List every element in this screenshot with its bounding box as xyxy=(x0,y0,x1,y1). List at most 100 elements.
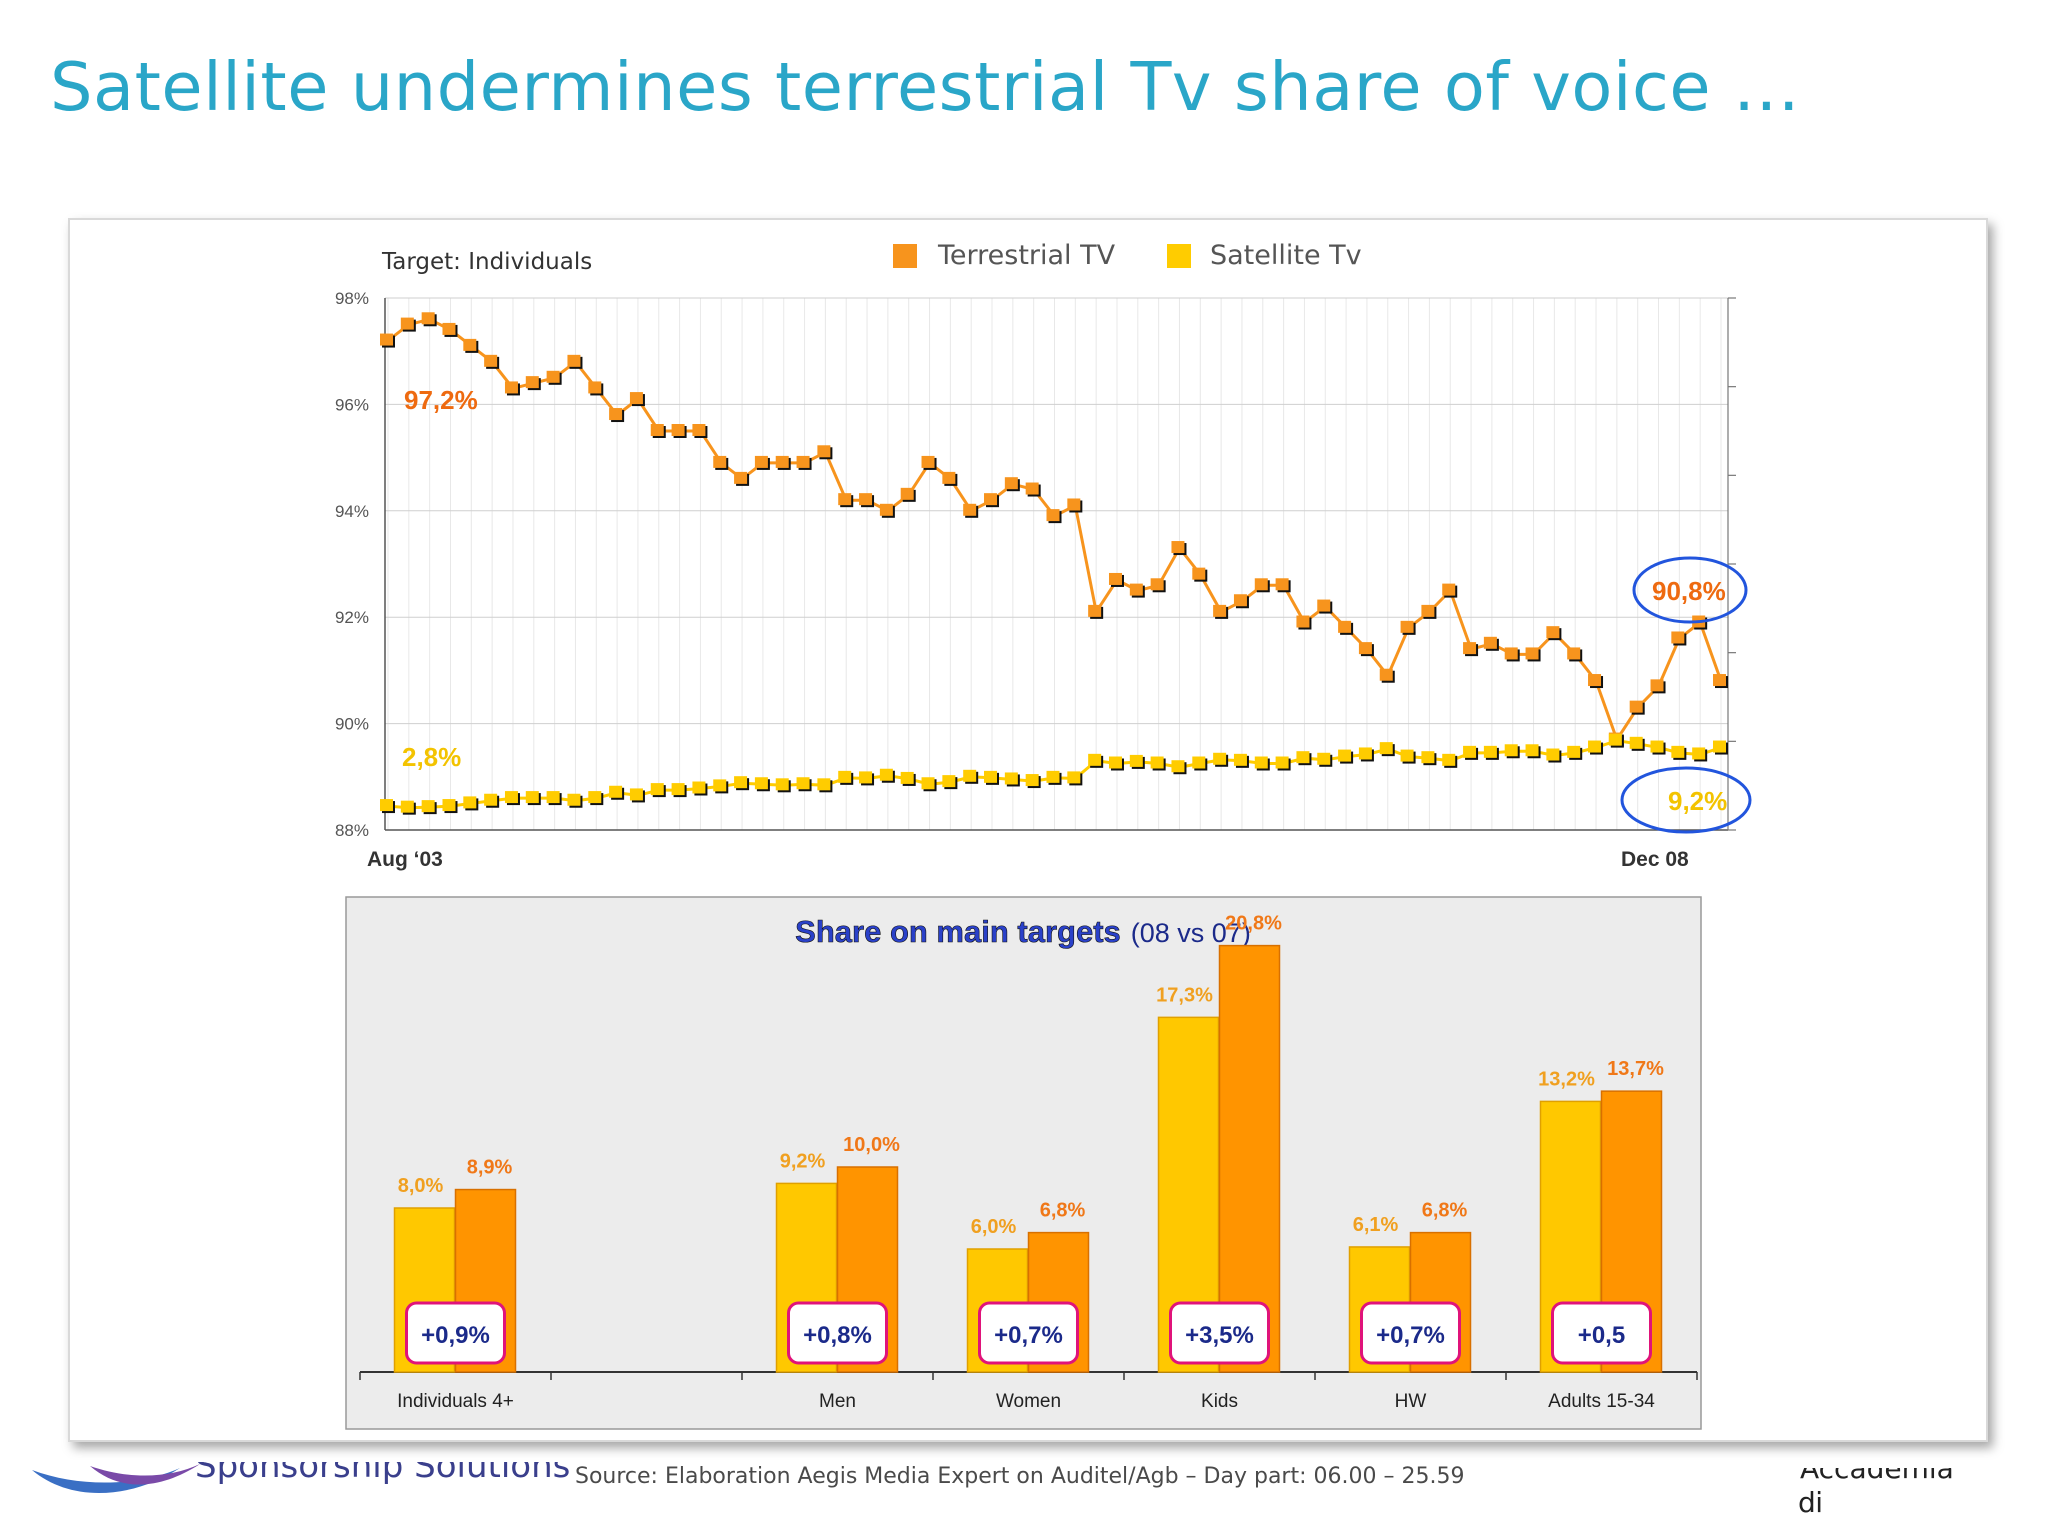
data-point xyxy=(1463,745,1477,758)
y-tick-label: 92% xyxy=(335,608,369,627)
data-point xyxy=(609,785,623,798)
data-point xyxy=(817,778,831,791)
data-point xyxy=(775,455,789,468)
satellite-end-label: 9,2% xyxy=(1668,786,1727,816)
data-point xyxy=(1400,620,1414,633)
bar-value-label-2007: 9,2% xyxy=(780,1150,826,1172)
legend-swatch-satellite xyxy=(1167,244,1191,268)
data-point xyxy=(1671,631,1685,644)
data-point xyxy=(1567,745,1581,758)
data-point xyxy=(1088,753,1102,766)
slide-title: Satellite undermines terrestrial Tv shar… xyxy=(50,48,1801,126)
data-point xyxy=(1546,748,1560,761)
data-point xyxy=(1150,756,1164,769)
x-start-label: Aug ‘03 xyxy=(367,848,443,871)
data-point xyxy=(1108,756,1122,769)
data-point xyxy=(754,455,768,468)
bar-category-label: Men xyxy=(819,1391,856,1412)
data-point xyxy=(734,471,748,484)
data-point xyxy=(1108,572,1122,585)
data-point xyxy=(380,799,393,812)
data-point xyxy=(1421,604,1435,617)
data-point xyxy=(567,793,581,806)
bar-value-label-2007: 17,3% xyxy=(1156,984,1213,1006)
data-point xyxy=(796,455,810,468)
bar-value-label-2008: 13,7% xyxy=(1607,1058,1664,1080)
satellite-start-label: 2,8% xyxy=(402,742,461,772)
bar-2008 xyxy=(1218,944,1281,1373)
data-point xyxy=(1504,647,1518,660)
data-point xyxy=(1379,742,1393,755)
data-point xyxy=(1088,604,1102,617)
data-point xyxy=(942,471,956,484)
bar-value-label-2008: 20,8% xyxy=(1225,913,1282,935)
data-point xyxy=(380,333,393,346)
bar-category-label: HW xyxy=(1395,1391,1427,1412)
bar-value-label-2007: 13,2% xyxy=(1538,1068,1595,1090)
data-point xyxy=(484,354,498,367)
data-point xyxy=(484,793,498,806)
y-tick-label: 90% xyxy=(335,715,369,734)
data-point xyxy=(629,392,643,405)
data-point xyxy=(1379,668,1393,681)
legend-label-satellite: Satellite Tv xyxy=(1210,240,1362,271)
data-point xyxy=(921,777,935,790)
delta-badge-label: +0,5 xyxy=(1578,1322,1625,1349)
data-point xyxy=(1358,747,1372,760)
data-point xyxy=(546,370,560,383)
data-point xyxy=(754,777,768,790)
terrestrial-start-label: 97,2% xyxy=(404,385,478,415)
data-point xyxy=(734,776,748,789)
sponsorship-solutions-logo: Sponsorship Solutions xyxy=(30,1462,590,1502)
data-point xyxy=(1483,745,1497,758)
data-point xyxy=(1275,756,1289,769)
data-point xyxy=(1046,509,1060,522)
data-point xyxy=(463,796,477,809)
data-point xyxy=(713,455,727,468)
data-point xyxy=(713,779,727,792)
data-point xyxy=(1504,744,1518,757)
data-point xyxy=(1213,604,1227,617)
data-point xyxy=(588,381,602,394)
data-point xyxy=(1150,578,1164,591)
bar-value-label-2007: 6,0% xyxy=(971,1216,1017,1238)
logo-right-bottom: di Comunicazione xyxy=(1798,1486,2006,1524)
data-point xyxy=(963,503,977,516)
bar-category-label: Individuals 4+ xyxy=(397,1391,514,1412)
data-point xyxy=(1713,674,1726,687)
delta-badge xyxy=(787,1301,888,1365)
delta-badge xyxy=(1169,1301,1270,1365)
bar-value-label-2008: 6,8% xyxy=(1040,1200,1086,1222)
data-point xyxy=(400,317,414,330)
data-point xyxy=(567,354,581,367)
data-point xyxy=(400,800,414,813)
bar-chart-title-subtitle: (08 vs 07) xyxy=(1131,918,1251,948)
highlight-circle-terrestrial xyxy=(1632,556,1748,624)
legend-label-terrestrial: Terrestrial TV xyxy=(937,240,1116,271)
data-point xyxy=(1317,752,1331,765)
y-tick-label: 96% xyxy=(335,395,369,414)
data-point xyxy=(1004,477,1018,490)
data-point xyxy=(1421,751,1435,764)
data-point xyxy=(1629,736,1643,749)
data-point xyxy=(609,408,623,421)
source-note: Source: Elaboration Aegis Media Expert o… xyxy=(575,1464,1465,1489)
delta-badge-label: +0,7% xyxy=(994,1322,1063,1349)
data-point xyxy=(692,781,706,794)
data-point xyxy=(1400,749,1414,762)
bar-value-label-2008: 8,9% xyxy=(467,1157,513,1179)
data-point xyxy=(504,791,518,804)
x-end-label: Dec 08 xyxy=(1621,848,1689,871)
data-point xyxy=(1025,482,1039,495)
data-point xyxy=(1483,636,1497,649)
data-point xyxy=(1338,620,1352,633)
data-point xyxy=(1525,744,1539,757)
bar-value-label-2008: 6,8% xyxy=(1422,1200,1468,1222)
bar-value-label-2007: 8,0% xyxy=(398,1175,444,1197)
data-point xyxy=(1629,700,1643,713)
data-point xyxy=(1713,740,1726,753)
data-point xyxy=(1358,642,1372,655)
delta-badge-label: +0,7% xyxy=(1376,1322,1445,1349)
data-point xyxy=(1317,599,1331,612)
data-point xyxy=(504,381,518,394)
